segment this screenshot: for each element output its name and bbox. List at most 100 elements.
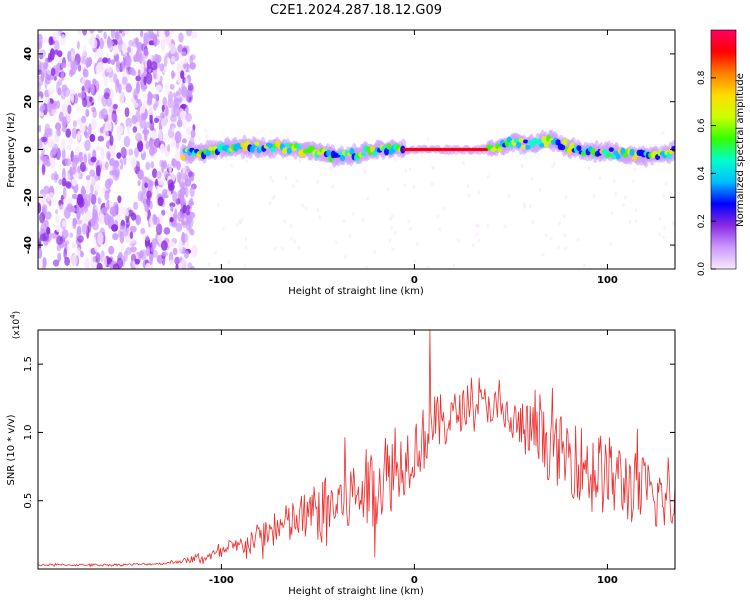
- noise-blob: [168, 40, 172, 50]
- ridge-blob: [309, 145, 316, 151]
- noise-blob: [119, 158, 124, 171]
- faint-dot: [230, 163, 234, 168]
- noise-blob: [78, 92, 81, 98]
- x-tick-label: -100: [209, 575, 234, 586]
- faint-dot: [486, 223, 490, 228]
- noise-blob: [105, 87, 110, 94]
- x-tick-label: 0: [411, 275, 418, 286]
- faint-dot: [658, 216, 662, 221]
- noise-blob: [189, 265, 195, 269]
- noise-blob: [127, 209, 134, 217]
- noise-blob: [143, 39, 150, 46]
- noise-blob: [140, 192, 147, 204]
- ridge-blob: [497, 147, 503, 153]
- faint-dot: [664, 181, 668, 186]
- noise-blob: [104, 161, 109, 170]
- noise-blob: [41, 37, 48, 43]
- noise-blob: [192, 248, 197, 256]
- faint-dot: [361, 217, 365, 222]
- noise-blob: [126, 125, 131, 134]
- faint-dot: [301, 203, 304, 208]
- faint-dot: [386, 187, 390, 192]
- snr-y-ticks: 0.5 1.0 1.5: [23, 356, 675, 509]
- ridge-blob: [210, 150, 216, 155]
- noise-blob: [109, 143, 116, 153]
- noise-blob: [124, 30, 129, 35]
- faint-dot: [244, 236, 248, 241]
- colorbar-tick-label: 0.2: [697, 214, 707, 228]
- noise-blob: [41, 147, 46, 155]
- noise-blob: [116, 130, 122, 142]
- noise-blob: [75, 145, 81, 157]
- noise-blob: [185, 204, 191, 216]
- noise-blob: [42, 205, 47, 214]
- faint-dot: [240, 217, 244, 222]
- noise-blob: [187, 82, 194, 91]
- y-tick-label: 0.5: [23, 493, 34, 509]
- noise-blob: [39, 233, 47, 242]
- noise-blob: [48, 90, 53, 97]
- noise-blob: [182, 163, 186, 174]
- noise-blob: [177, 211, 183, 222]
- noise-blob: [66, 112, 71, 123]
- noise-blob: [168, 182, 175, 191]
- noise-blob: [65, 128, 71, 138]
- noise-blob: [79, 251, 84, 258]
- noise-blob: [96, 262, 103, 269]
- noise-blob: [185, 112, 193, 123]
- colorbar-tick-label: 0.6: [697, 118, 707, 133]
- noise-blob: [56, 100, 61, 109]
- faint-dot: [530, 177, 534, 181]
- noise-blob: [39, 212, 46, 224]
- noise-blob: [134, 147, 139, 158]
- noise-blob: [155, 185, 159, 195]
- noise-blob: [38, 42, 43, 50]
- faint-dot: [189, 208, 193, 213]
- noise-blob: [49, 141, 55, 148]
- noise-blob: [103, 92, 110, 100]
- noise-blob: [129, 231, 134, 240]
- noise-blob: [152, 168, 158, 179]
- noise-blob: [172, 191, 178, 203]
- noise-blob: [144, 204, 149, 213]
- noise-blob: [144, 211, 148, 218]
- faint-dot: [477, 190, 481, 195]
- noise-blob: [177, 242, 183, 255]
- x-tick-label: 100: [597, 575, 618, 586]
- faint-dot: [486, 174, 490, 179]
- noise-blob: [47, 65, 52, 76]
- noise-blob: [188, 200, 195, 206]
- noise-blob: [183, 58, 188, 64]
- faint-dot: [412, 185, 416, 189]
- noise-blob: [71, 127, 77, 139]
- snr-y-multiplier-exp: 4: [9, 314, 17, 319]
- ridge-blob: [629, 148, 635, 156]
- figure-title: C2E1.2024.287.18.12.G09: [270, 3, 442, 18]
- noise-blob: [42, 257, 47, 267]
- faint-dot: [271, 179, 275, 184]
- faint-dot: [528, 204, 532, 209]
- ridge-blob: [296, 144, 302, 150]
- noise-blob: [165, 82, 169, 90]
- noise-blob: [68, 137, 73, 145]
- noise-blob: [70, 51, 76, 62]
- noise-blob: [148, 179, 153, 189]
- noise-blob: [120, 146, 127, 159]
- ridge-blob: [622, 152, 628, 158]
- noise-blob: [84, 79, 91, 90]
- noise-blob: [113, 103, 118, 110]
- noise-blob: [149, 200, 153, 210]
- noise-blob: [132, 41, 138, 48]
- faint-dot: [576, 237, 580, 242]
- noise-blob: [128, 148, 134, 156]
- noise-blob: [77, 250, 81, 257]
- faint-dot: [207, 262, 211, 267]
- faint-dot: [304, 206, 308, 211]
- noise-blob: [41, 164, 46, 176]
- noise-blob: [67, 104, 72, 115]
- faint-dot: [628, 220, 632, 225]
- colorbar-tick-label: 0.0: [697, 262, 707, 277]
- faint-dot: [295, 178, 299, 183]
- noise-blob: [157, 196, 164, 207]
- noise-blob: [92, 108, 97, 119]
